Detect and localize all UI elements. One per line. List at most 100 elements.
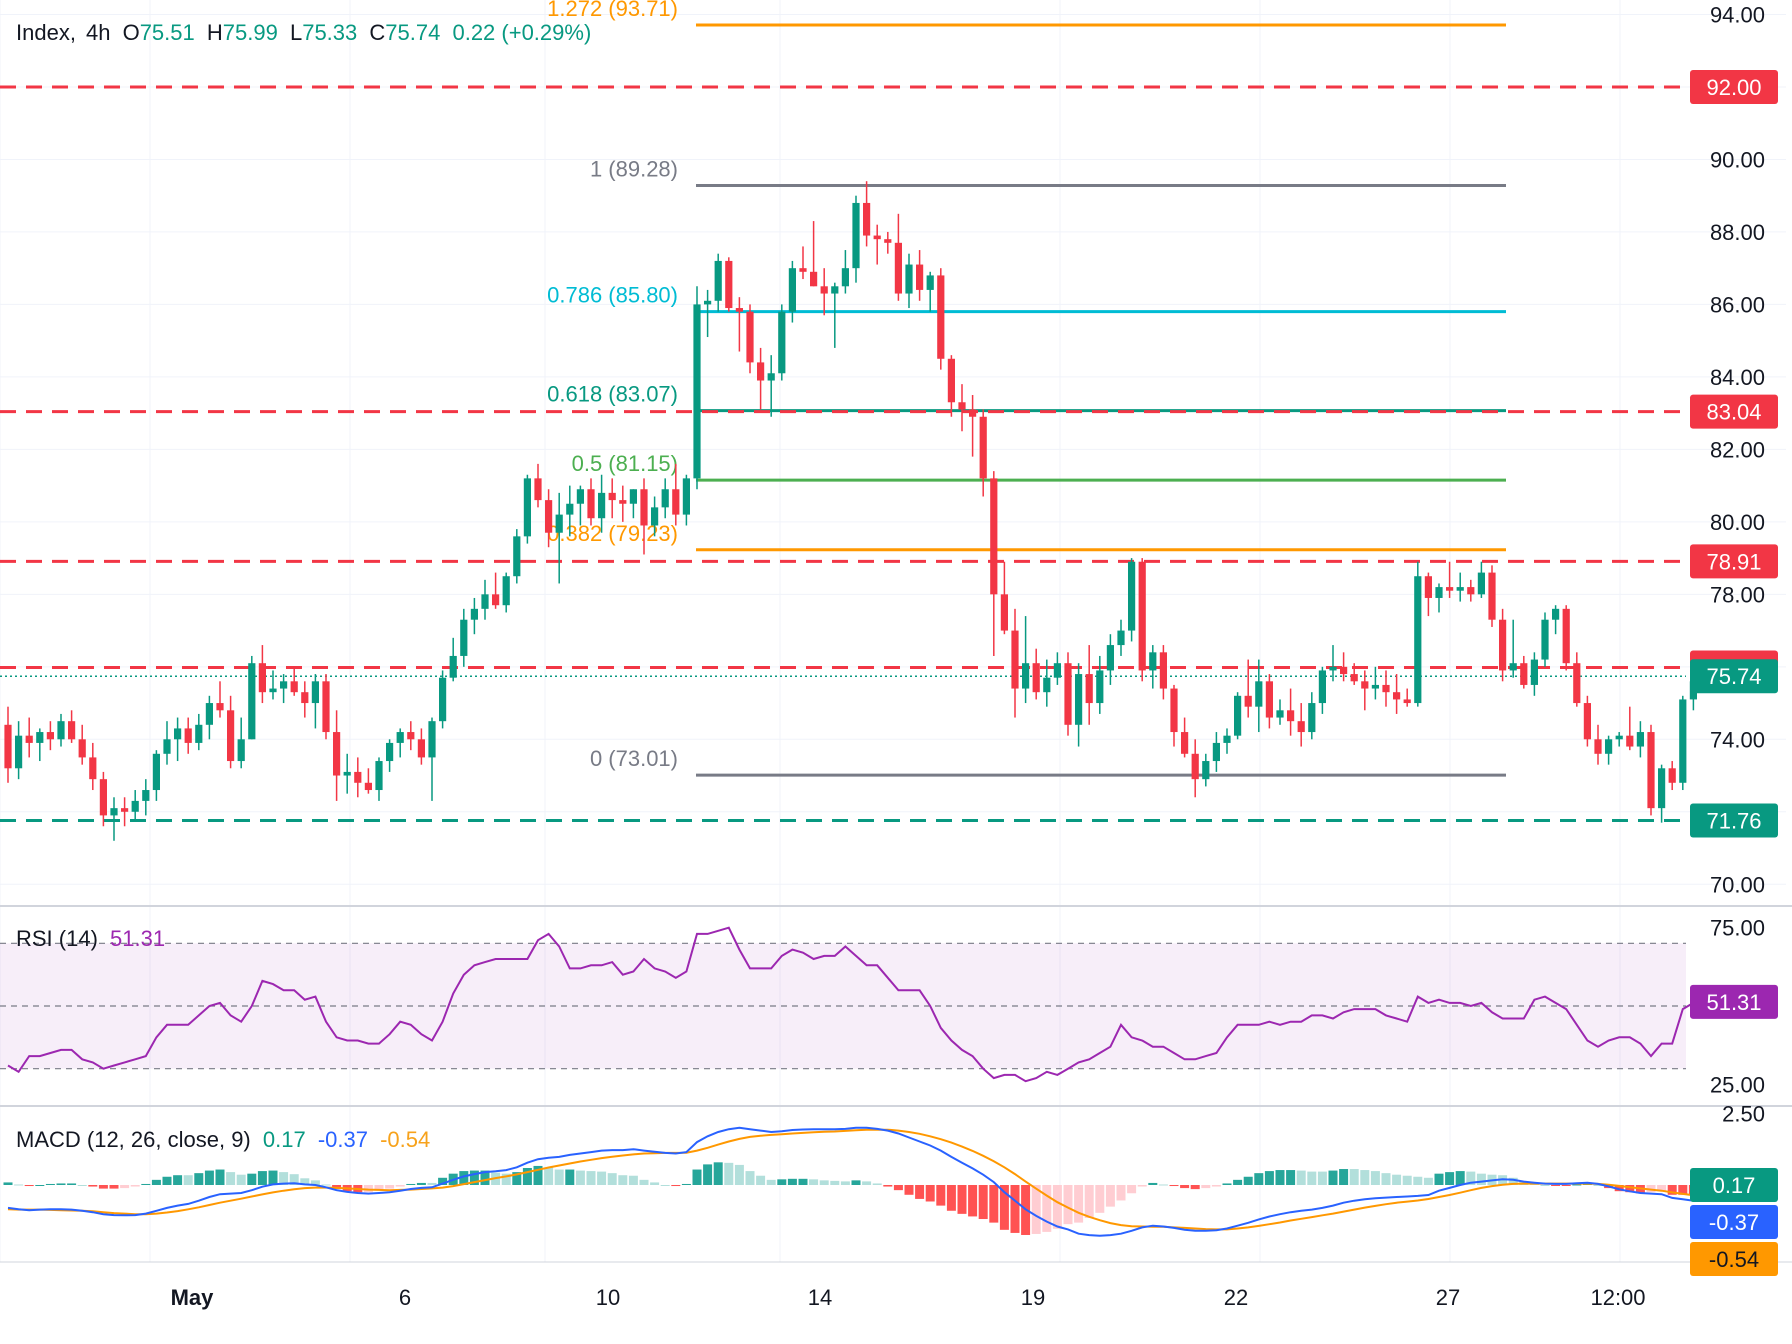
price-tick: 88.00: [1710, 220, 1765, 245]
candle-body: [576, 489, 584, 504]
time-tick: 12:00: [1590, 1285, 1645, 1310]
macd-histogram-bar: [183, 1175, 193, 1185]
candle-body: [958, 402, 966, 410]
candle-body: [608, 492, 616, 501]
time-axis[interactable]: May 6 10 14 19 22 27 12:00: [171, 1285, 1646, 1310]
candle-body: [1255, 681, 1263, 707]
macd-histogram-bar: [162, 1176, 172, 1185]
macd-histogram-bar: [936, 1185, 946, 1206]
timeframe[interactable]: 4h: [85, 20, 111, 45]
candle-body: [481, 594, 489, 609]
time-tick: 19: [1021, 1285, 1045, 1310]
time-tick: 22: [1224, 1285, 1248, 1310]
candle-body: [407, 732, 415, 740]
macd-histogram-bar: [904, 1185, 914, 1195]
candle-body: [1679, 699, 1687, 783]
time-tick: 10: [596, 1285, 620, 1310]
level-label-box: [1690, 803, 1778, 838]
candle-body: [513, 536, 521, 577]
level-label-box: [1690, 69, 1778, 104]
macd-histogram-bar: [1031, 1185, 1041, 1234]
macd-histogram-bar: [427, 1182, 437, 1185]
macd-histogram-bar: [1063, 1185, 1073, 1225]
macd-histogram-bar: [1476, 1173, 1486, 1185]
macd-histogram-bar: [734, 1164, 744, 1185]
macd-histogram-bar: [1360, 1170, 1370, 1185]
macd-histogram-bar: [459, 1171, 469, 1185]
macd-histogram-bar: [607, 1173, 617, 1185]
macd-histogram-bar: [703, 1164, 713, 1185]
candle-body: [1075, 674, 1083, 725]
candle-body: [1064, 663, 1072, 725]
rsi-legend[interactable]: RSI (14) 51.31: [16, 926, 171, 952]
macd-hist-label-text: 0.17: [1713, 1173, 1756, 1198]
level-label-text: 78.91: [1706, 549, 1761, 574]
candle-body: [1647, 732, 1655, 809]
macd-histogram-bar: [56, 1183, 66, 1185]
macd-histogram-bar: [1095, 1185, 1105, 1213]
candle-body: [884, 239, 892, 243]
macd-histogram-bar: [1392, 1174, 1402, 1185]
candle-body: [926, 275, 934, 290]
close-label: C: [369, 20, 386, 45]
symbol-legend[interactable]: Index, 4h O75.51 H75.99 L75.33 C75.74 0.2…: [16, 20, 592, 45]
candle-body: [757, 362, 765, 381]
price-tick: 94.00: [1710, 2, 1765, 27]
candle-body: [1583, 703, 1591, 740]
candle-body: [1520, 663, 1528, 685]
macd-histogram-bar: [1275, 1170, 1285, 1185]
macd-histogram-bar: [130, 1185, 140, 1187]
rsi-label[interactable]: RSI (14): [16, 926, 98, 951]
macd-line: [7, 1126, 1747, 1237]
candle-body: [894, 242, 902, 294]
macd-histogram-bar: [777, 1179, 787, 1185]
macd-histogram-bar: [989, 1185, 999, 1223]
macd-histogram-bar: [1307, 1171, 1317, 1185]
macd-histogram-bar: [798, 1178, 808, 1185]
level-label-text: 71.76: [1706, 808, 1761, 833]
candle-body: [269, 688, 277, 693]
macd-histogram-bar: [724, 1162, 734, 1185]
macd-histogram-bar: [851, 1180, 861, 1185]
macd-histogram-bar: [957, 1185, 967, 1214]
candle-body: [46, 732, 54, 740]
macd-histogram-bar: [1116, 1185, 1126, 1201]
candle-body: [661, 489, 669, 508]
candle-body: [57, 721, 65, 740]
macd-histogram-bar: [893, 1185, 903, 1191]
price-axis[interactable]: 70.00 74.00 78.00 80.00 82.00 84.00 86.00 88.00…: [1710, 2, 1765, 1126]
macd-histogram-bar: [1010, 1185, 1020, 1233]
candle-body: [364, 782, 372, 791]
price-tick: 86.00: [1710, 292, 1765, 317]
macd-histogram-bar: [321, 1184, 331, 1186]
macd-histogram-bar: [1137, 1185, 1147, 1187]
candle-body: [36, 732, 44, 743]
macd-histogram-bar: [300, 1178, 310, 1185]
macd-histogram-bar: [279, 1172, 289, 1185]
candle-body: [1361, 681, 1369, 689]
macd-label[interactable]: MACD (12, 26, close, 9): [16, 1127, 251, 1152]
high-value: 75.99: [222, 20, 278, 45]
macd-histogram-bar: [554, 1169, 564, 1185]
candle-body: [322, 681, 330, 733]
candle-body: [523, 478, 531, 537]
time-tick: 27: [1436, 1285, 1460, 1310]
macd-histogram-bar: [692, 1169, 702, 1185]
symbol-name[interactable]: Index: [16, 20, 70, 45]
macd-histogram-bar: [925, 1185, 935, 1202]
candle-body: [1499, 619, 1507, 671]
time-tick: May: [171, 1285, 215, 1310]
macd-legend[interactable]: MACD (12, 26, close, 9) 0.17 -0.37 -0.54: [16, 1127, 436, 1153]
macd-histogram-bar: [395, 1185, 405, 1187]
candle-body: [735, 308, 743, 312]
macd-histogram-bar: [946, 1185, 956, 1211]
macd-histogram-bar: [88, 1185, 98, 1187]
candle-body: [121, 808, 129, 812]
macd-histogram-bar: [1381, 1173, 1391, 1185]
candle-body: [619, 500, 627, 504]
candle-body: [1276, 710, 1284, 718]
macd-histogram-bar: [830, 1180, 840, 1185]
candle-body: [1467, 587, 1475, 595]
macd-histogram-bar: [151, 1179, 161, 1185]
